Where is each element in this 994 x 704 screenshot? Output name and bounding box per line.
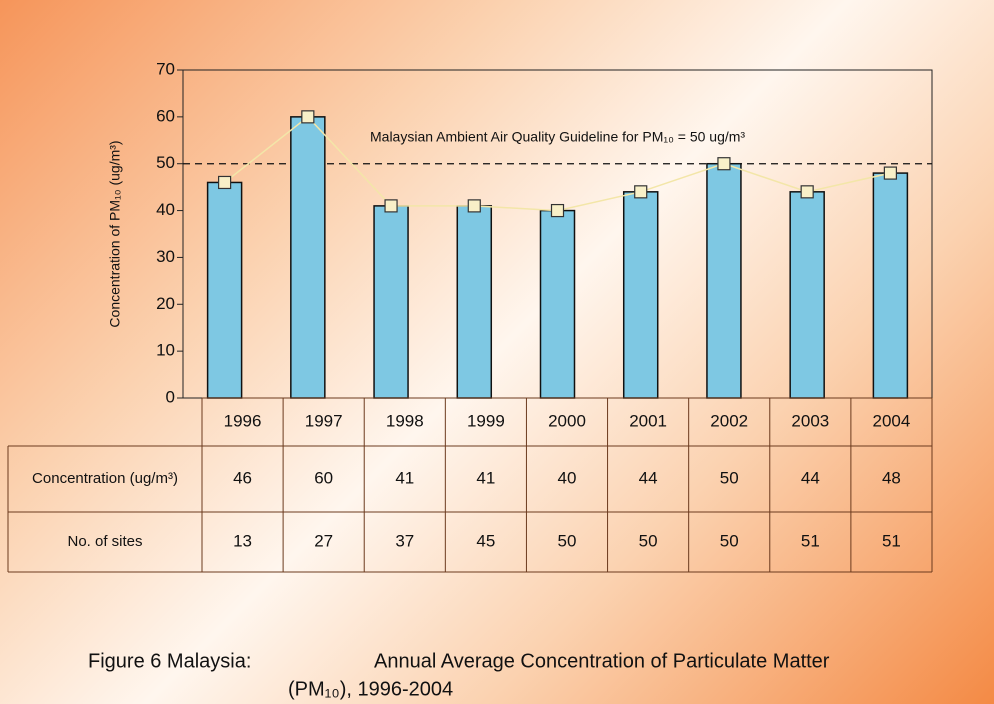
bar	[789, 191, 825, 399]
bar	[206, 181, 243, 399]
table-cell: 48	[882, 468, 901, 487]
x-tick-label: 2003	[791, 411, 829, 430]
y-tick-label: 0	[166, 387, 175, 406]
table-cell: 50	[639, 531, 658, 550]
y-tick-label: 50	[156, 153, 175, 172]
x-tick-label: 2004	[873, 411, 911, 430]
caption: (PM₁₀), 1996-2004	[288, 678, 453, 700]
marker	[218, 175, 232, 190]
y-tick-label: 70	[156, 59, 175, 78]
guideline-label: Malaysian Ambient Air Quality Guideline …	[370, 128, 745, 144]
bar	[456, 205, 493, 399]
x-tick-label: 2002	[710, 411, 748, 430]
bar	[872, 172, 909, 399]
bar	[373, 205, 409, 399]
x-tick-label: 2001	[629, 411, 667, 430]
table-cell: 41	[476, 468, 495, 487]
table-cell: 37	[395, 531, 414, 550]
marker	[384, 199, 398, 213]
marker	[467, 199, 481, 213]
table-cell: 44	[801, 468, 820, 487]
bar	[622, 191, 659, 399]
table-cell: 44	[639, 468, 658, 487]
marker	[550, 203, 565, 218]
table-cell: 45	[476, 531, 495, 550]
x-tick-label: 1999	[467, 411, 505, 430]
caption: Annual Average Concentration of Particul…	[374, 650, 830, 672]
marker	[800, 185, 814, 199]
row-label: Concentration (ug/m³)	[32, 470, 178, 487]
table-cell: 50	[720, 531, 739, 550]
bar	[706, 162, 742, 399]
x-tick-label: 1998	[386, 411, 424, 430]
y-tick-label: 10	[156, 341, 175, 360]
y-axis-label: Concentration of PM₁₀ (ug/m³)	[107, 140, 123, 327]
y-tick-label: 30	[156, 247, 175, 266]
marker	[883, 166, 897, 180]
table-cell: 50	[720, 468, 739, 487]
table-cell: 46	[233, 468, 252, 487]
marker	[301, 110, 315, 124]
table-cell: 51	[801, 531, 820, 550]
table-cell: 60	[314, 468, 333, 487]
x-tick-label: 1997	[305, 411, 343, 430]
table-cell: 13	[233, 531, 252, 550]
table-cell: 40	[558, 468, 577, 487]
marker	[634, 185, 648, 199]
table-cell: 27	[314, 531, 333, 550]
table-cell: 50	[558, 531, 577, 550]
table-cell: 51	[882, 531, 901, 550]
x-tick-label: 1996	[224, 411, 262, 430]
x-tick-label: 2000	[548, 411, 586, 430]
caption: Figure 6 Malaysia:	[88, 650, 251, 672]
bar	[539, 209, 576, 399]
bar	[290, 116, 326, 399]
y-tick-label: 60	[156, 106, 175, 125]
marker	[717, 157, 731, 171]
row-label: No. of sites	[67, 533, 142, 550]
y-tick-label: 20	[156, 294, 175, 313]
table-cell: 41	[395, 468, 414, 487]
y-tick-label: 40	[156, 200, 175, 219]
